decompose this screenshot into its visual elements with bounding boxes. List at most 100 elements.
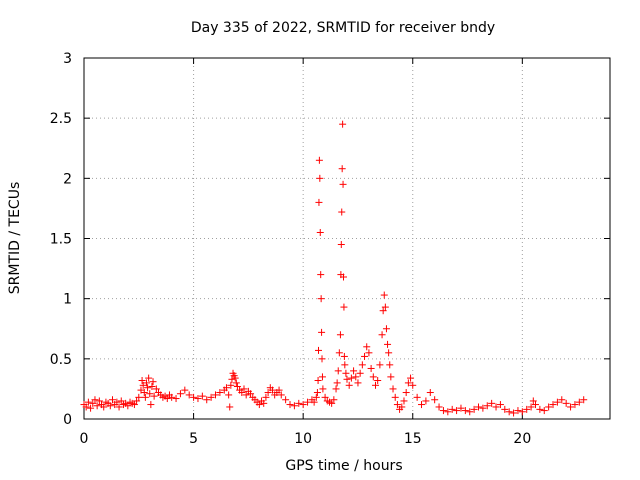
- data-point: [335, 349, 343, 357]
- x-tick-label: 15: [404, 431, 422, 447]
- data-point: [315, 156, 323, 164]
- data-point: [558, 396, 566, 404]
- y-tick-label: 2.5: [50, 111, 72, 127]
- data-point: [389, 385, 397, 393]
- y-tick-label: 2: [63, 171, 72, 187]
- data-point: [100, 403, 108, 411]
- data-point: [207, 393, 215, 401]
- data-point: [89, 399, 97, 407]
- data-point: [387, 373, 395, 381]
- y-tick-label: 3: [63, 51, 72, 67]
- data-point: [358, 361, 366, 369]
- data-point: [404, 379, 412, 387]
- data-point: [316, 228, 324, 236]
- data-point: [422, 397, 430, 405]
- data-point: [225, 391, 233, 399]
- data-point: [318, 355, 326, 363]
- x-tick-label: 0: [80, 431, 89, 447]
- data-point: [176, 390, 184, 398]
- data-point: [339, 273, 347, 281]
- data-point: [150, 392, 158, 400]
- data-point: [336, 331, 344, 339]
- data-point: [95, 397, 103, 405]
- data-point: [402, 389, 410, 397]
- data-point: [242, 391, 250, 399]
- data-point: [549, 401, 557, 409]
- data-point: [142, 379, 150, 387]
- grid-layer: [84, 58, 610, 419]
- data-point: [185, 391, 193, 399]
- data-point: [146, 390, 154, 398]
- data-point: [277, 391, 285, 399]
- data-point: [413, 393, 421, 401]
- data-point: [233, 383, 241, 391]
- data-point: [286, 401, 294, 409]
- data-point: [106, 402, 114, 410]
- data-point: [361, 352, 369, 360]
- data-point: [172, 395, 180, 403]
- data-point: [228, 375, 236, 383]
- data-point: [135, 393, 143, 401]
- data-point: [268, 386, 276, 394]
- data-point: [124, 402, 132, 410]
- data-point: [356, 369, 364, 377]
- data-point: [330, 396, 338, 404]
- data-point: [339, 120, 347, 128]
- data-point: [113, 398, 121, 406]
- data-point: [232, 379, 240, 387]
- data-point: [562, 399, 570, 407]
- data-point: [82, 403, 90, 411]
- data-point: [337, 241, 345, 249]
- data-point: [518, 408, 526, 416]
- data-point: [262, 393, 270, 401]
- data-point: [492, 403, 500, 411]
- data-point: [231, 374, 239, 382]
- data-point: [238, 389, 246, 397]
- data-point: [400, 397, 408, 405]
- data-point: [338, 208, 346, 216]
- data-point: [163, 395, 171, 403]
- data-point: [381, 303, 389, 311]
- data-point: [319, 385, 327, 393]
- data-point: [483, 402, 491, 410]
- data-point: [321, 393, 329, 401]
- data-point: [140, 389, 148, 397]
- data-point: [282, 396, 290, 404]
- data-point: [369, 373, 377, 381]
- data-point: [203, 396, 211, 404]
- data-point: [343, 375, 351, 383]
- data-point: [264, 389, 272, 397]
- data-point: [529, 397, 537, 405]
- data-point: [115, 403, 123, 411]
- data-point: [461, 407, 469, 415]
- data-point: [145, 374, 153, 382]
- data-point: [339, 180, 347, 188]
- data-point: [313, 389, 321, 397]
- data-point: [553, 398, 561, 406]
- data-point: [466, 408, 474, 416]
- data-point: [194, 395, 202, 403]
- data-point: [505, 408, 513, 416]
- data-point: [475, 403, 482, 411]
- data-point: [448, 405, 456, 413]
- data-point: [510, 409, 518, 417]
- data-point: [354, 379, 362, 387]
- data-point: [444, 408, 452, 416]
- data-point: [545, 403, 553, 411]
- data-point: [382, 325, 390, 333]
- y-axis-label: SRMTID / TECUs: [7, 182, 23, 295]
- data-point: [340, 303, 348, 311]
- data-point: [418, 401, 426, 409]
- data-point: [318, 373, 326, 381]
- data-point: [328, 399, 336, 407]
- data-point: [501, 405, 509, 413]
- data-point: [453, 407, 461, 415]
- data-point: [260, 399, 268, 407]
- data-point: [345, 381, 353, 389]
- data-point: [312, 393, 320, 401]
- data-point: [222, 384, 230, 392]
- data-point: [91, 396, 99, 404]
- data-point: [536, 405, 544, 413]
- data-point: [108, 396, 116, 404]
